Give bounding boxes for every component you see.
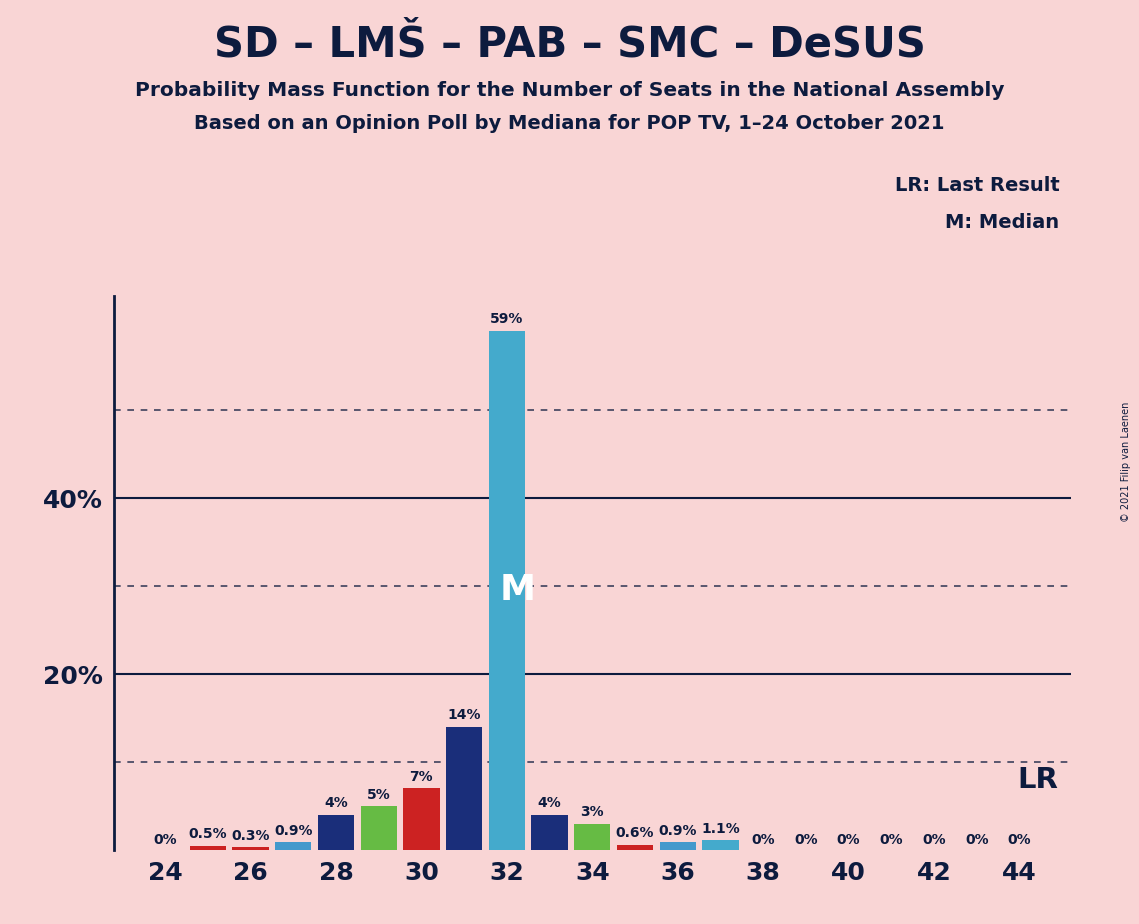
Text: 14%: 14% (448, 709, 481, 723)
Bar (446, 727, 482, 850)
Text: 0%: 0% (752, 833, 775, 847)
Bar (532, 815, 567, 850)
Bar (617, 845, 653, 850)
Text: 4%: 4% (325, 796, 347, 810)
Text: SD – LMŠ – PAB – SMC – DeSUS: SD – LMŠ – PAB – SMC – DeSUS (214, 23, 925, 65)
Bar (659, 842, 696, 850)
Text: 0%: 0% (965, 833, 989, 847)
Text: 4%: 4% (538, 796, 562, 810)
Bar (403, 788, 440, 850)
Text: 5%: 5% (367, 787, 391, 802)
Text: M: M (500, 574, 535, 607)
Text: 0.5%: 0.5% (189, 827, 227, 841)
Text: 0%: 0% (794, 833, 818, 847)
Text: Based on an Opinion Poll by Mediana for POP TV, 1–24 October 2021: Based on an Opinion Poll by Mediana for … (195, 114, 944, 133)
Text: © 2021 Filip van Laenen: © 2021 Filip van Laenen (1121, 402, 1131, 522)
Text: 0%: 0% (837, 833, 860, 847)
Bar (361, 806, 396, 850)
Text: LR: LR (1017, 766, 1058, 794)
Bar (489, 331, 525, 850)
Text: 1.1%: 1.1% (700, 822, 740, 836)
Bar (232, 847, 269, 850)
Text: 0.9%: 0.9% (658, 824, 697, 838)
Text: 0.9%: 0.9% (274, 824, 312, 838)
Text: M: Median: M: Median (945, 213, 1059, 232)
Text: 0.6%: 0.6% (616, 826, 654, 841)
Text: 0%: 0% (1008, 833, 1031, 847)
Text: 0%: 0% (879, 833, 903, 847)
Text: Probability Mass Function for the Number of Seats in the National Assembly: Probability Mass Function for the Number… (134, 81, 1005, 101)
Text: 0.3%: 0.3% (231, 829, 270, 843)
Text: 0%: 0% (923, 833, 945, 847)
Text: 7%: 7% (410, 770, 433, 784)
Bar (574, 823, 611, 850)
Text: 59%: 59% (490, 312, 524, 326)
Bar (190, 845, 226, 850)
Text: 0%: 0% (154, 833, 177, 847)
Bar (703, 841, 738, 850)
Text: LR: Last Result: LR: Last Result (894, 176, 1059, 195)
Bar (318, 815, 354, 850)
Bar (276, 842, 311, 850)
Text: 3%: 3% (581, 806, 604, 820)
